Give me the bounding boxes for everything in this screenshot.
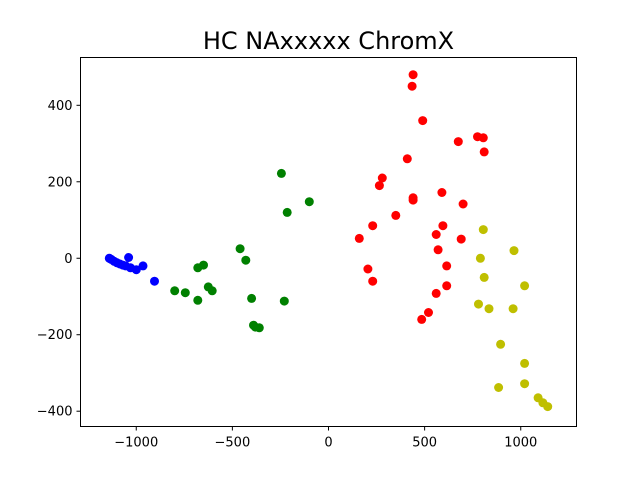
data-point-s3-2 xyxy=(509,246,519,256)
data-point-s2-20 xyxy=(442,281,452,291)
data-point-s3-11 xyxy=(494,383,504,392)
data-point-s2-10 xyxy=(354,233,364,243)
x-tick-label: 500 xyxy=(412,436,437,451)
data-point-s2-9 xyxy=(368,221,378,231)
x-axis: −1000 −500 0 500 1000 xyxy=(114,426,537,451)
data-point-s3-6 xyxy=(484,304,494,314)
data-point-s3-14 xyxy=(543,402,553,412)
y-tick-label: −200 xyxy=(37,328,73,343)
data-point-s1-0 xyxy=(170,286,180,296)
data-point-s3-4 xyxy=(520,281,530,291)
data-point-s2-11 xyxy=(363,264,373,274)
data-point-s1-7 xyxy=(235,244,245,254)
x-tick-label: 1000 xyxy=(504,436,537,451)
data-point-s2-18 xyxy=(433,245,443,255)
data-point-s1-9 xyxy=(247,293,257,303)
data-point-s2-13 xyxy=(437,188,447,197)
y-tick-label: 0 xyxy=(64,252,72,267)
data-point-s2-7 xyxy=(408,195,418,205)
data-point-s1-14 xyxy=(282,207,292,217)
data-point-s2-5 xyxy=(374,181,384,191)
data-point-s3-1 xyxy=(475,253,485,263)
data-point-s1-5 xyxy=(207,286,217,296)
data-point-s3-5 xyxy=(474,299,483,309)
data-point-s2-26 xyxy=(478,133,488,143)
data-point-s2-14 xyxy=(458,199,468,209)
data-point-s3-3 xyxy=(479,272,489,282)
plot-frame xyxy=(80,57,577,427)
y-tick-label: 200 xyxy=(48,175,73,190)
data-point-s2-16 xyxy=(431,230,441,239)
data-point-s2-23 xyxy=(417,314,427,324)
data-point-s1-15 xyxy=(279,296,289,306)
data-point-s3-8 xyxy=(496,339,506,349)
y-tick-label: −400 xyxy=(37,405,73,420)
data-point-s1-3 xyxy=(199,260,208,270)
data-point-s1-13 xyxy=(276,168,286,178)
data-point-s3-7 xyxy=(508,304,518,314)
data-point-s3-9 xyxy=(520,358,530,368)
chart-title: HC NAxxxxx ChromX xyxy=(203,27,454,55)
data-point-s1-8 xyxy=(241,255,251,265)
data-point-s2-27 xyxy=(479,147,489,157)
x-tick-label: −1000 xyxy=(114,436,158,451)
data-point-s0-7 xyxy=(124,253,134,262)
data-point-s1-16 xyxy=(304,197,314,207)
data-point-s2-1 xyxy=(407,81,417,91)
data-point-s0-9 xyxy=(131,265,141,275)
data-point-s1-6 xyxy=(193,295,203,305)
data-point-s3-10 xyxy=(520,379,530,389)
data-point-s0-11 xyxy=(150,276,159,286)
x-tick-label: −500 xyxy=(215,436,251,451)
data-point-s2-15 xyxy=(438,221,448,231)
data-point-s2-17 xyxy=(456,234,466,244)
x-tick-label: 0 xyxy=(324,436,332,451)
data-point-s2-12 xyxy=(368,276,378,286)
data-point-s2-21 xyxy=(431,288,441,298)
data-points xyxy=(104,70,553,412)
data-point-s2-4 xyxy=(377,173,387,183)
data-point-s0-10 xyxy=(138,261,148,271)
y-axis: −400 −200 0 200 400 xyxy=(37,99,81,420)
data-point-s2-0 xyxy=(408,70,418,80)
data-point-s2-2 xyxy=(418,116,428,126)
data-point-s3-0 xyxy=(478,225,488,235)
data-point-s2-3 xyxy=(402,154,412,164)
data-point-s2-19 xyxy=(442,261,452,271)
data-point-s1-12 xyxy=(254,323,264,333)
data-point-s2-22 xyxy=(424,308,433,317)
y-tick-label: 400 xyxy=(48,99,73,114)
data-point-s2-8 xyxy=(391,210,401,220)
data-point-s1-1 xyxy=(180,288,190,298)
data-point-s2-24 xyxy=(453,137,463,147)
